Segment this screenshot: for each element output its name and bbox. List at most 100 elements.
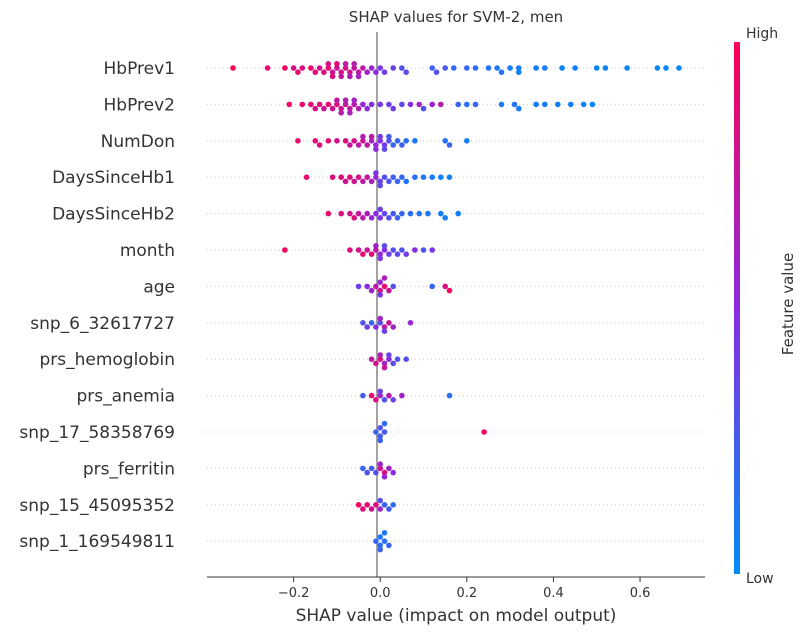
shap-point-DaysSinceHb2 [386, 215, 392, 221]
shap-point-HbPrev2 [364, 105, 371, 112]
shap-point-HbPrev2 [351, 101, 358, 108]
shap-point-HbPrev2 [511, 101, 518, 108]
shap-point-snp_15_45095352 [355, 502, 362, 508]
feature-label-month: month [120, 241, 175, 261]
shap-point-HbPrev1 [360, 65, 366, 71]
shap-point-snp_15_45095352 [364, 502, 371, 508]
shap-point-HbPrev2 [498, 101, 505, 108]
shap-point-month [394, 251, 401, 257]
x-tick-label: 0.6 [630, 586, 651, 601]
shap-point-snp_15_45095352 [368, 506, 375, 512]
shap-point-HbPrev1 [464, 65, 470, 71]
shap-point-HbPrev1 [325, 65, 332, 71]
shap-point-prs_anemia [377, 392, 384, 399]
shap-point-prs_ferritin [360, 465, 366, 472]
shap-point-DaysSinceHb2 [325, 210, 332, 217]
shap-point-DaysSinceHb1 [394, 178, 401, 185]
shap-point-DaysSinceHb2 [381, 210, 388, 217]
shap-point-HbPrev1 [624, 65, 630, 71]
shap-point-HbPrev1 [338, 73, 345, 80]
shap-point-month [381, 243, 388, 249]
shap-point-prs_ferritin [386, 465, 392, 472]
feature-row-guides [207, 67, 705, 542]
chart-title: SHAP values for SVM-2, men [349, 8, 563, 26]
shap-point-month [282, 247, 288, 253]
shap-point-HbPrev1 [507, 65, 513, 71]
shap-point-snp_1_169549811 [377, 534, 384, 540]
shap-point-prs_hemoglobin [381, 360, 388, 367]
shap-point-HbPrev1 [355, 69, 362, 75]
shap-point-DaysSinceHb2 [347, 210, 353, 217]
shap-point-HbPrev2 [420, 105, 427, 112]
shap-point-month [412, 247, 418, 253]
shap-point-HbPrev1 [542, 65, 548, 71]
shap-point-HbPrev2 [438, 101, 444, 108]
shap-point-DaysSinceHb2 [438, 210, 444, 217]
shap-point-DaysSinceHb2 [425, 210, 431, 217]
shap-point-snp_15_45095352 [377, 506, 384, 512]
shap-point-HbPrev2 [286, 101, 293, 108]
shap-point-NumDon [364, 142, 371, 148]
shap-point-HbPrev2 [568, 101, 574, 108]
shap-point-DaysSinceHb1 [364, 174, 371, 180]
shap-point-HbPrev1 [433, 69, 440, 75]
shap-point-NumDon [381, 146, 388, 152]
shap-point-DaysSinceHb1 [347, 174, 353, 180]
shap-point-month [377, 251, 384, 257]
shap-point-HbPrev1 [347, 69, 353, 75]
shap-point-DaysSinceHb1 [373, 170, 379, 176]
feature-label-prs_anemia: prs_anemia [77, 387, 176, 407]
shap-point-HbPrev1 [338, 69, 345, 75]
shap-point-prs_hemoglobin [403, 356, 410, 363]
shap-point-NumDon [325, 138, 332, 144]
shap-point-snp_17_58358769 [377, 437, 384, 444]
shap-point-NumDon [412, 138, 418, 144]
shap-point-snp_17_58358769 [381, 420, 388, 427]
shap-point-snp_6_32617727 [407, 320, 414, 326]
shap-point-NumDon [368, 133, 375, 140]
shap-point-NumDon [351, 138, 358, 144]
shap-point-snp_1_169549811 [373, 538, 379, 544]
shap-point-DaysSinceHb2 [416, 210, 423, 217]
shap-point-DaysSinceHb1 [412, 174, 418, 180]
shap-point-HbPrev2 [342, 101, 349, 108]
shap-point-prs_ferritin [368, 465, 375, 472]
x-tick-label: 0.4 [543, 586, 564, 601]
shap-point-HbPrev2 [533, 101, 539, 108]
shap-point-month [364, 247, 371, 253]
shap-point-snp_6_32617727 [381, 328, 388, 335]
shap-point-age [368, 287, 375, 294]
shap-point-NumDon [464, 138, 470, 144]
shap-point-DaysSinceHb1 [399, 174, 405, 180]
shap-point-HbPrev2 [386, 101, 392, 108]
shap-point-HbPrev2 [334, 101, 340, 108]
shap-point-HbPrev1 [316, 65, 323, 71]
shap-point-NumDon [399, 142, 405, 148]
feature-label-prs_ferritin: prs_ferritin [83, 459, 175, 479]
shap-point-HbPrev2 [338, 105, 345, 112]
shap-point-prs_hemoglobin [377, 352, 384, 358]
shap-point-month [373, 247, 379, 253]
x-axis-ticks: −0.2 0.0 0.2 0.4 0.6 [278, 577, 651, 601]
shap-point-HbPrev1 [485, 65, 492, 71]
shap-point-prs_ferritin [364, 469, 371, 476]
feature-label-HbPrev2: HbPrev2 [104, 95, 175, 115]
shap-point-snp_6_32617727 [364, 324, 371, 330]
shap-point-HbPrev1 [299, 65, 306, 71]
shap-point-HbPrev1 [230, 65, 236, 71]
shap-point-NumDon [403, 138, 410, 144]
shap-point-HbPrev2 [334, 97, 340, 103]
shap-point-prs_hemoglobin [390, 360, 397, 367]
shap-point-HbPrev1 [442, 65, 449, 71]
shap-point-DaysSinceHb2 [355, 210, 362, 217]
feature-label-snp_15_45095352: snp_15_45095352 [19, 496, 175, 516]
colorbar-title: Feature value [779, 253, 797, 355]
shap-point-HbPrev1 [572, 65, 578, 71]
shap-point-month [360, 251, 366, 257]
shap-point-HbPrev1 [429, 65, 436, 71]
shap-point-HbPrev1 [533, 65, 539, 71]
shap-point-HbPrev2 [464, 101, 470, 108]
shap-point-HbPrev2 [368, 101, 375, 108]
shap-point-HbPrev2 [555, 101, 561, 108]
shap-point-prs_ferritin [381, 474, 388, 480]
